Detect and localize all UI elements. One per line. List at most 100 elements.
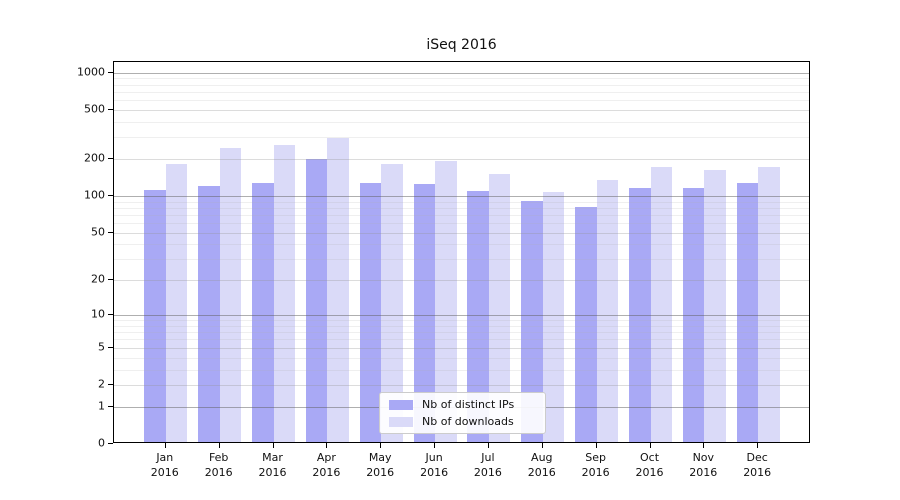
legend-item-distinct-ips: Nb of distinct IPs	[389, 398, 536, 411]
y-tick-label-200: 200	[84, 151, 105, 165]
y-tick-label-20: 20	[91, 272, 105, 286]
minor-gridline	[114, 207, 809, 209]
legend-swatch-downloads	[389, 416, 413, 427]
y-tick-label-100: 100	[84, 188, 105, 202]
gridline-10	[114, 315, 809, 317]
bar-downloads-sep	[596, 179, 619, 442]
legend-swatch-distinct-ips	[389, 399, 413, 410]
minor-gridline	[114, 357, 809, 359]
bar-distinct-ips-jun	[413, 183, 436, 442]
bar-downloads-jan	[165, 163, 188, 442]
bar-downloads-nov	[704, 169, 726, 442]
minor-gridline	[114, 332, 809, 334]
x-tick-label-aug: Aug 2016	[527, 451, 556, 479]
x-tick-apr	[326, 443, 328, 448]
legend: Nb of distinct IPs Nb of downloads	[379, 392, 546, 434]
y-tick-100	[108, 195, 113, 196]
y-tick-label-50: 50	[91, 225, 105, 239]
x-tick-label-jun: Jun 2016	[420, 451, 449, 479]
minor-gridline	[114, 214, 809, 216]
bar-downloads-may	[381, 163, 403, 442]
bar-downloads-jul	[488, 174, 511, 442]
x-tick-label-mar: Mar 2016	[258, 451, 287, 479]
bar-distinct-ips-mar	[252, 182, 274, 442]
x-tick-oct	[649, 443, 651, 448]
y-tick-1000	[108, 71, 113, 73]
x-tick-label-apr: Apr 2016	[312, 451, 341, 479]
y-tick-20	[108, 279, 113, 281]
y-tick-label-2: 2	[98, 377, 105, 391]
x-tick-may	[380, 443, 382, 448]
gridline-20	[114, 280, 809, 282]
x-tick-label-nov: Nov 2016	[689, 451, 718, 479]
y-tick-1	[108, 405, 113, 407]
x-tick-jul	[487, 443, 489, 448]
x-tick-label-jan: Jan 2016	[150, 451, 179, 479]
legend-label-distinct-ips: Nb of distinct IPs	[422, 398, 515, 411]
bar-downloads-aug	[542, 192, 565, 442]
gridline-500	[114, 109, 809, 111]
minor-gridline	[114, 223, 809, 225]
minor-gridline	[114, 100, 809, 102]
bar-distinct-ips-dec	[736, 182, 759, 442]
minor-gridline	[114, 325, 809, 327]
bar-downloads-mar	[273, 144, 295, 442]
gridline-100	[114, 196, 809, 197]
chart-title: iSeq 2016	[426, 37, 497, 53]
bar-distinct-ips-oct	[629, 187, 651, 442]
y-tick-label-0: 0	[98, 436, 105, 450]
bar-distinct-ips-apr	[305, 159, 328, 442]
y-tick-2	[108, 384, 113, 385]
minor-gridline	[114, 78, 809, 80]
bar-distinct-ips-aug	[521, 201, 543, 442]
gridline-200	[114, 159, 809, 160]
bar-distinct-ips-may	[359, 183, 382, 442]
bar-distinct-ips-sep	[575, 207, 597, 442]
y-tick-10	[108, 314, 113, 316]
minor-gridline	[114, 121, 809, 123]
x-tick-label-feb: Feb 2016	[204, 451, 233, 479]
y-tick-label-5: 5	[98, 340, 105, 354]
minor-gridline	[114, 244, 809, 246]
y-tick-0	[108, 443, 113, 444]
legend-label-downloads: Nb of downloads	[422, 415, 514, 428]
x-tick-jun	[434, 443, 436, 448]
x-tick-label-may: May 2016	[366, 451, 395, 479]
x-tick-mar	[272, 443, 274, 448]
y-tick-500	[108, 108, 113, 110]
minor-gridline	[114, 320, 809, 322]
bar-distinct-ips-jul	[467, 191, 489, 442]
x-tick-aug	[541, 443, 543, 448]
x-tick-label-sep: Sep 2016	[581, 451, 610, 479]
x-tick-nov	[703, 443, 705, 448]
minor-gridline	[114, 259, 809, 261]
x-tick-label-jul: Jul 2016	[473, 451, 502, 479]
minor-gridline	[114, 137, 809, 139]
gridline-5	[114, 347, 809, 349]
bar-distinct-ips-nov	[682, 187, 705, 442]
y-tick-label-10: 10	[91, 307, 105, 321]
bar-downloads-oct	[650, 167, 672, 442]
minor-gridline	[114, 201, 809, 203]
y-tick-5	[108, 346, 113, 348]
x-tick-sep	[595, 443, 597, 448]
y-tick-label-500: 500	[84, 102, 105, 116]
y-tick-label-1000: 1000	[77, 65, 105, 79]
gridline-1000	[114, 72, 809, 74]
minor-gridline	[114, 84, 809, 86]
minor-gridline	[114, 339, 809, 341]
gridline-2	[114, 385, 809, 386]
bar-downloads-feb	[219, 148, 242, 442]
bar-distinct-ips-feb	[198, 185, 220, 442]
plot-area	[113, 61, 810, 443]
y-tick-200	[108, 158, 113, 159]
x-tick-feb	[218, 443, 220, 448]
x-tick-label-oct: Oct 2016	[635, 451, 664, 479]
legend-item-downloads: Nb of downloads	[389, 415, 536, 428]
y-tick-50	[108, 231, 113, 233]
x-tick-dec	[757, 443, 759, 448]
minor-gridline	[114, 91, 809, 93]
x-tick-jan	[164, 443, 166, 448]
bar-downloads-apr	[327, 137, 349, 442]
